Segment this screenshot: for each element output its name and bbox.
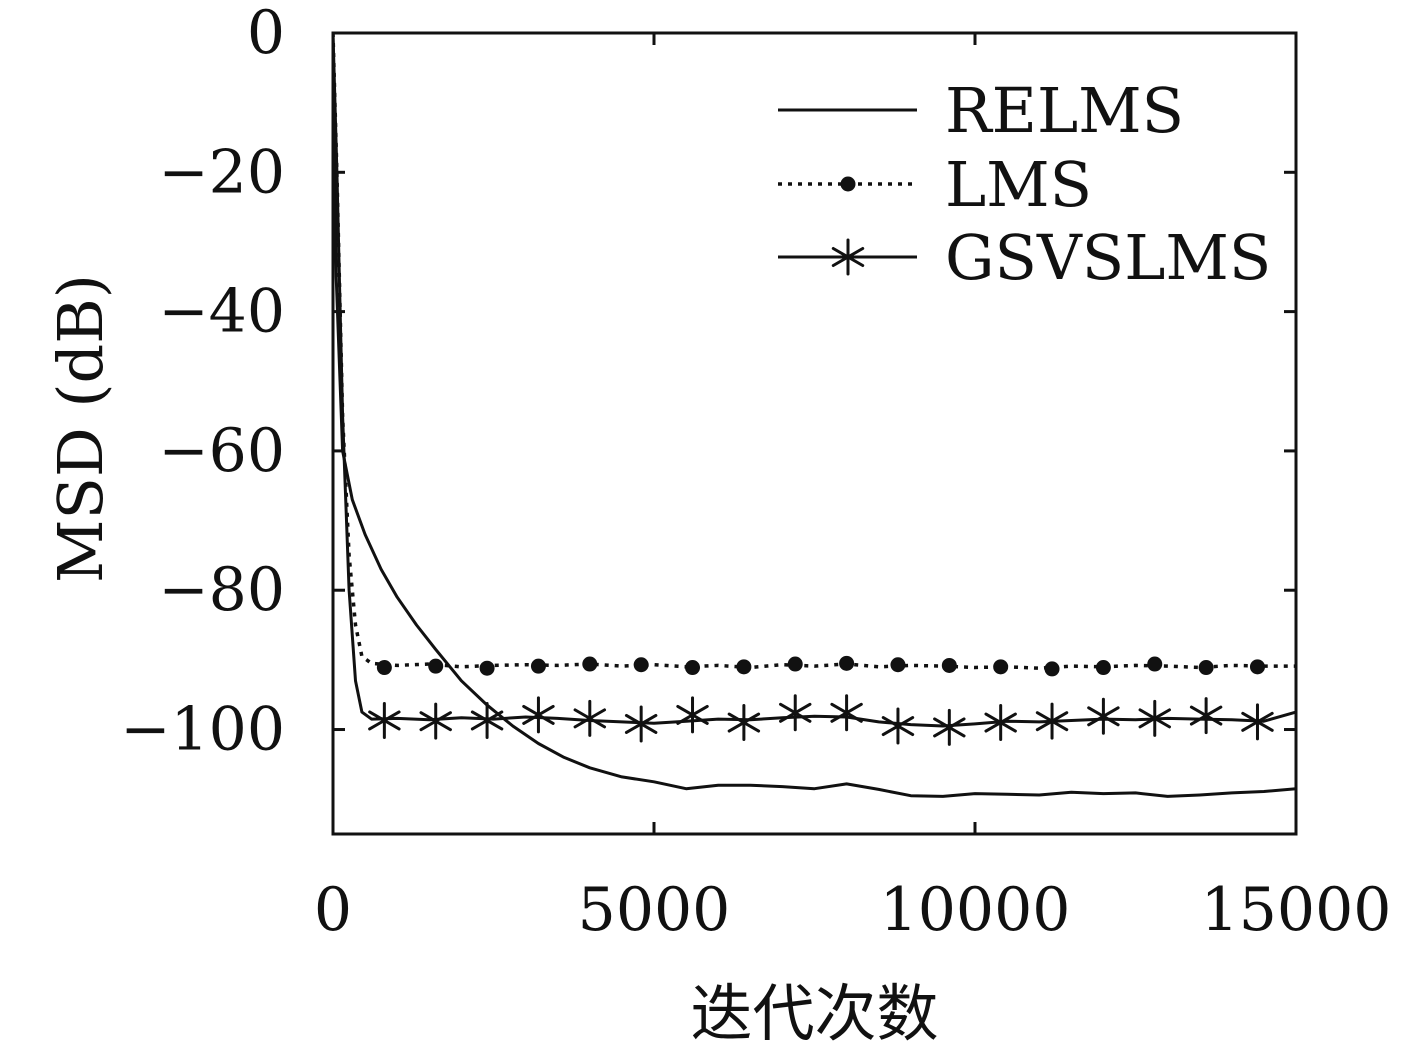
plot-frame [331, 31, 1298, 836]
series-marker-gsvslms [676, 696, 709, 734]
series-marker-gsvslms [1138, 699, 1171, 737]
legend-marker [840, 176, 856, 192]
series-marker-gsvslms [1241, 703, 1274, 741]
series-marker-lms [890, 657, 906, 673]
series-gsvslms [333, 33, 1296, 746]
series-marker-gsvslms [624, 705, 658, 743]
y-axis-title: MSD (dB) [44, 274, 117, 583]
series-layer [333, 33, 1296, 798]
series-marker-gsvslms [573, 699, 607, 737]
series-marker-gsvslms [779, 694, 812, 732]
series-marker-lms [993, 659, 1009, 675]
legend-item-gsvslms: GSVSLMS [778, 221, 1271, 294]
series-marker-lms [1147, 656, 1163, 672]
series-lms [333, 33, 1296, 677]
series-marker-gsvslms [984, 704, 1017, 742]
series-marker-lms [428, 658, 444, 674]
series-marker-lms [839, 655, 855, 671]
series-marker-lms [582, 656, 598, 672]
series-marker-gsvslms [727, 704, 761, 742]
series-line-relms [333, 33, 1296, 798]
legend-item-relms: RELMS [778, 74, 1184, 147]
x-tick-label: 0 [314, 875, 352, 945]
legend-item-lms: LMS [778, 148, 1092, 221]
series-marker-gsvslms [1189, 697, 1223, 735]
x-axis-title: 迭代次数 [690, 977, 938, 1050]
tick-layer [331, 31, 1298, 834]
series-marker-lms [479, 660, 495, 676]
legend-label: LMS [945, 148, 1092, 221]
series-marker-lms [1198, 660, 1214, 676]
y-tick-label: −100 [120, 695, 285, 765]
series-marker-lms [1095, 660, 1111, 676]
x-tick-label: 5000 [578, 875, 731, 945]
series-marker-lms [633, 657, 649, 673]
series-marker-gsvslms [368, 701, 401, 739]
series-marker-lms [376, 660, 392, 676]
series-marker-gsvslms [933, 708, 966, 746]
series-marker-gsvslms [522, 696, 555, 734]
series-marker-lms [736, 659, 752, 675]
series-marker-gsvslms [1035, 702, 1069, 740]
series-marker-lms [530, 658, 546, 674]
series-marker-lms [1044, 661, 1060, 677]
series-marker-gsvslms [419, 702, 452, 740]
y-tick-labels: 0 −20 −40 −60 −80 −100 [120, 0, 285, 765]
legend-label: RELMS [945, 74, 1184, 147]
legend-label: GSVSLMS [945, 221, 1271, 294]
y-tick-label: −60 [158, 416, 285, 486]
x-tick-labels: 0 5000 10000 15000 [314, 875, 1392, 945]
series-relms [333, 33, 1296, 798]
series-marker-lms [941, 657, 957, 673]
series-marker-lms [1249, 659, 1265, 675]
series-marker-lms [787, 656, 803, 672]
series-marker-gsvslms [830, 694, 863, 732]
x-tick-label: 15000 [1201, 875, 1392, 945]
legend-marker [831, 238, 865, 276]
series-marker-gsvslms [881, 707, 915, 745]
y-tick-label: −80 [158, 555, 285, 625]
y-tick-label: 0 [247, 0, 285, 68]
series-marker-gsvslms [1087, 697, 1120, 735]
y-tick-label: −20 [158, 137, 285, 207]
series-marker-gsvslms [470, 701, 504, 739]
y-tick-label: −40 [158, 277, 285, 347]
series-marker-lms [685, 660, 701, 676]
x-tick-label: 10000 [880, 875, 1071, 945]
